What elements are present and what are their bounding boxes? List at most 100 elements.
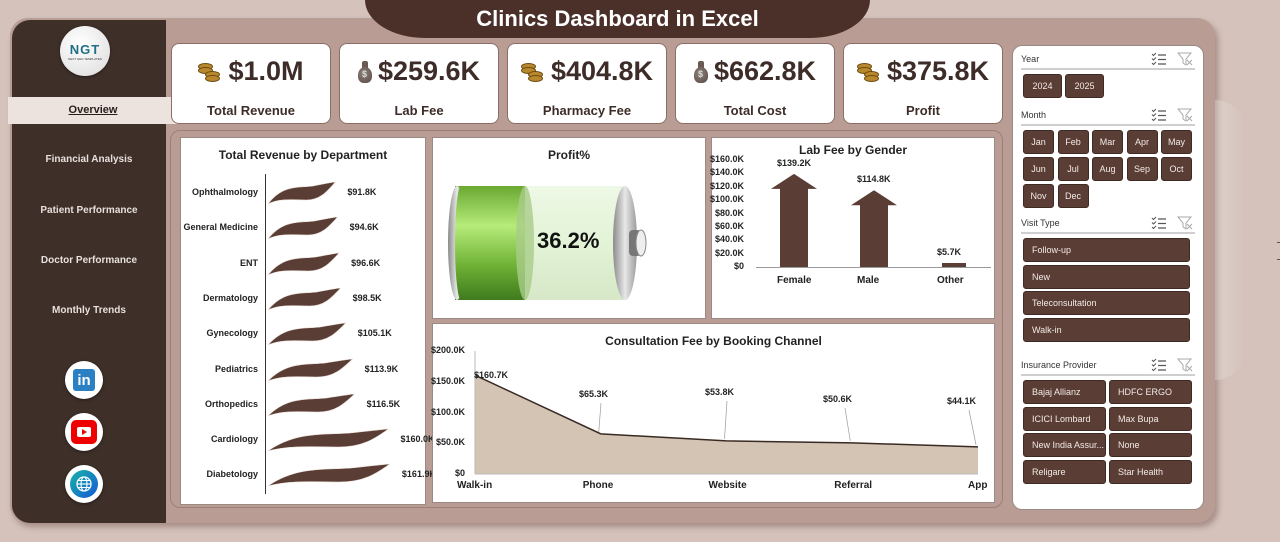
kpi-label: Pharmacy Fee xyxy=(542,103,632,118)
linkedin-button[interactable]: in xyxy=(65,361,103,399)
chart-title: Lab Fee by Gender xyxy=(798,143,908,157)
slicer-option-insurance[interactable]: Star Health xyxy=(1109,459,1192,484)
slicer-option-month[interactable]: Mar xyxy=(1092,130,1123,154)
slicer-option-insurance[interactable]: Bajaj Allianz xyxy=(1023,380,1106,404)
slicer-option-insurance[interactable]: New India Assur... xyxy=(1023,433,1106,457)
slicer-option-month[interactable]: Aug xyxy=(1092,157,1123,181)
slicer-option-year[interactable]: 2025 xyxy=(1065,74,1104,98)
clear-filter-icon[interactable] xyxy=(1177,358,1193,372)
data-label: $98.5K xyxy=(352,292,382,303)
slicer-option-visit-type[interactable]: Follow-up xyxy=(1023,238,1190,262)
clear-filter-icon[interactable] xyxy=(1177,108,1193,122)
y-tick-label: $0 xyxy=(454,468,465,478)
slicer-option-month[interactable]: Sep xyxy=(1126,157,1158,181)
bar-row: Cardiology $160.0K xyxy=(181,425,434,455)
slicer-option-visit-type[interactable]: Teleconsultation xyxy=(1023,291,1190,315)
arrow-bar xyxy=(851,190,897,267)
slicer-option-month[interactable]: Oct xyxy=(1161,157,1192,181)
sidebar-item-patient-performance[interactable]: Patient Performance xyxy=(40,205,138,216)
kpi-profit: $375.8K Profit xyxy=(843,43,1003,124)
arrow-bar xyxy=(942,263,966,267)
x-category-label: Referral xyxy=(834,480,873,491)
slicer-option-month[interactable]: Dec xyxy=(1057,184,1089,208)
multi-select-icon[interactable] xyxy=(1151,52,1167,66)
bar-row: Pediatrics $113.9K xyxy=(181,355,426,385)
kpi-total-cost: $662.8K Total Cost xyxy=(675,43,835,124)
kpi-value: $1.0M xyxy=(228,56,304,86)
y-tick-label: $20.0K xyxy=(714,247,744,258)
sidebar-item-overview[interactable]: Overview xyxy=(8,97,178,124)
wave-bar xyxy=(267,464,391,487)
sidebar-item-financial-analysis[interactable]: Financial Analysis xyxy=(45,154,133,165)
clear-filter-icon[interactable] xyxy=(1177,216,1193,230)
coins-icon xyxy=(520,61,545,83)
data-label: $53.8K xyxy=(705,387,735,397)
slicer-title: Year xyxy=(1021,54,1040,64)
money-bag-icon xyxy=(357,60,372,83)
bar-row: General Medicine $94.6K xyxy=(181,213,426,243)
wave-bar xyxy=(267,252,340,275)
bar-row: Dermatology $98.5K xyxy=(181,284,426,314)
data-label: $65.3K xyxy=(579,389,609,399)
data-label: $44.1K xyxy=(947,396,977,406)
data-label: $113.9K xyxy=(364,363,399,374)
logo-text: NGT xyxy=(69,41,101,57)
y-tick-label: $80.0K xyxy=(714,207,744,218)
y-tick-label: $100.0K xyxy=(709,194,744,205)
slicer-option-month[interactable]: Jun xyxy=(1023,157,1054,181)
data-label: $114.8K xyxy=(857,174,891,185)
slicer-option-month[interactable]: Jan xyxy=(1023,130,1054,154)
slicer-option-insurance[interactable]: ICICI Lombard xyxy=(1023,406,1106,431)
multi-select-icon[interactable] xyxy=(1151,216,1167,230)
y-axis-line xyxy=(265,174,266,494)
category-label: ENT xyxy=(240,257,258,268)
slicer-option-insurance[interactable]: Religare xyxy=(1023,459,1106,484)
x-category-label: Website xyxy=(708,480,747,491)
slicer-option-insurance[interactable]: HDFC ERGO xyxy=(1109,380,1192,404)
multi-select-icon[interactable] xyxy=(1151,358,1167,372)
edge-marker xyxy=(1277,242,1280,260)
slicer-option-month[interactable]: Feb xyxy=(1057,130,1089,154)
kpi-value: $375.8K xyxy=(886,56,990,86)
y-tick-label: $150.0K xyxy=(430,375,465,386)
youtube-button[interactable] xyxy=(65,413,103,451)
data-label: $160.0K xyxy=(400,434,435,445)
slicer-option-insurance[interactable]: Max Bupa xyxy=(1109,406,1192,431)
clear-filter-icon[interactable] xyxy=(1177,52,1193,66)
kpi-label: Lab Fee xyxy=(394,103,444,118)
x-category-label: Walk-in xyxy=(457,480,493,491)
wave-bar xyxy=(267,287,342,311)
data-label: $160.7K xyxy=(474,370,509,381)
slicer-option-month[interactable]: May xyxy=(1161,130,1192,154)
filter-panel: Year 2024 2025 Month Jan Feb Mar Apr May Jun Ju… xyxy=(1012,45,1204,510)
wave-bar xyxy=(267,358,354,381)
data-label: $105.1K xyxy=(357,328,392,339)
wave-bar xyxy=(267,322,347,346)
sidebar-item-monthly-trends[interactable]: Monthly Trends xyxy=(52,305,126,316)
bar-row: Orthopedics $116.5K xyxy=(181,390,426,420)
youtube-icon xyxy=(71,420,97,444)
y-tick-label: $200.0K xyxy=(430,345,465,355)
slicer-option-month[interactable]: Apr xyxy=(1126,130,1158,154)
category-label: Cardiology xyxy=(210,434,258,445)
slicer-option-visit-type[interactable]: Walk-in xyxy=(1023,317,1190,342)
sidebar-item-doctor-performance[interactable]: Doctor Performance xyxy=(40,255,138,266)
multi-select-icon[interactable] xyxy=(1151,108,1167,122)
chart-revenue-by-department: Total Revenue by Department Ophthalmolog… xyxy=(180,137,436,505)
category-label: Orthopedics xyxy=(204,398,258,409)
website-button[interactable] xyxy=(65,465,103,503)
category-label: Dermatology xyxy=(202,292,258,303)
y-tick-label: $100.0K xyxy=(430,406,465,417)
slicer-option-month[interactable]: Nov xyxy=(1023,184,1054,208)
slicer-option-month[interactable]: Jul xyxy=(1057,157,1089,181)
slicer-insurance-header: Insurance Provider xyxy=(1021,358,1195,376)
slicer-option-year[interactable]: 2024 xyxy=(1023,74,1062,98)
slicer-option-visit-type[interactable]: New xyxy=(1023,264,1190,289)
battery-gauge xyxy=(448,186,647,300)
category-label: General Medicine xyxy=(183,222,258,233)
page-title: Clinics Dashboard in Excel xyxy=(476,6,759,31)
chart-title: Consultation Fee by Booking Channel xyxy=(605,334,822,348)
kpi-value: $662.8K xyxy=(713,56,817,86)
slicer-title: Visit Type xyxy=(1021,218,1060,228)
slicer-option-insurance[interactable]: None xyxy=(1109,433,1192,457)
